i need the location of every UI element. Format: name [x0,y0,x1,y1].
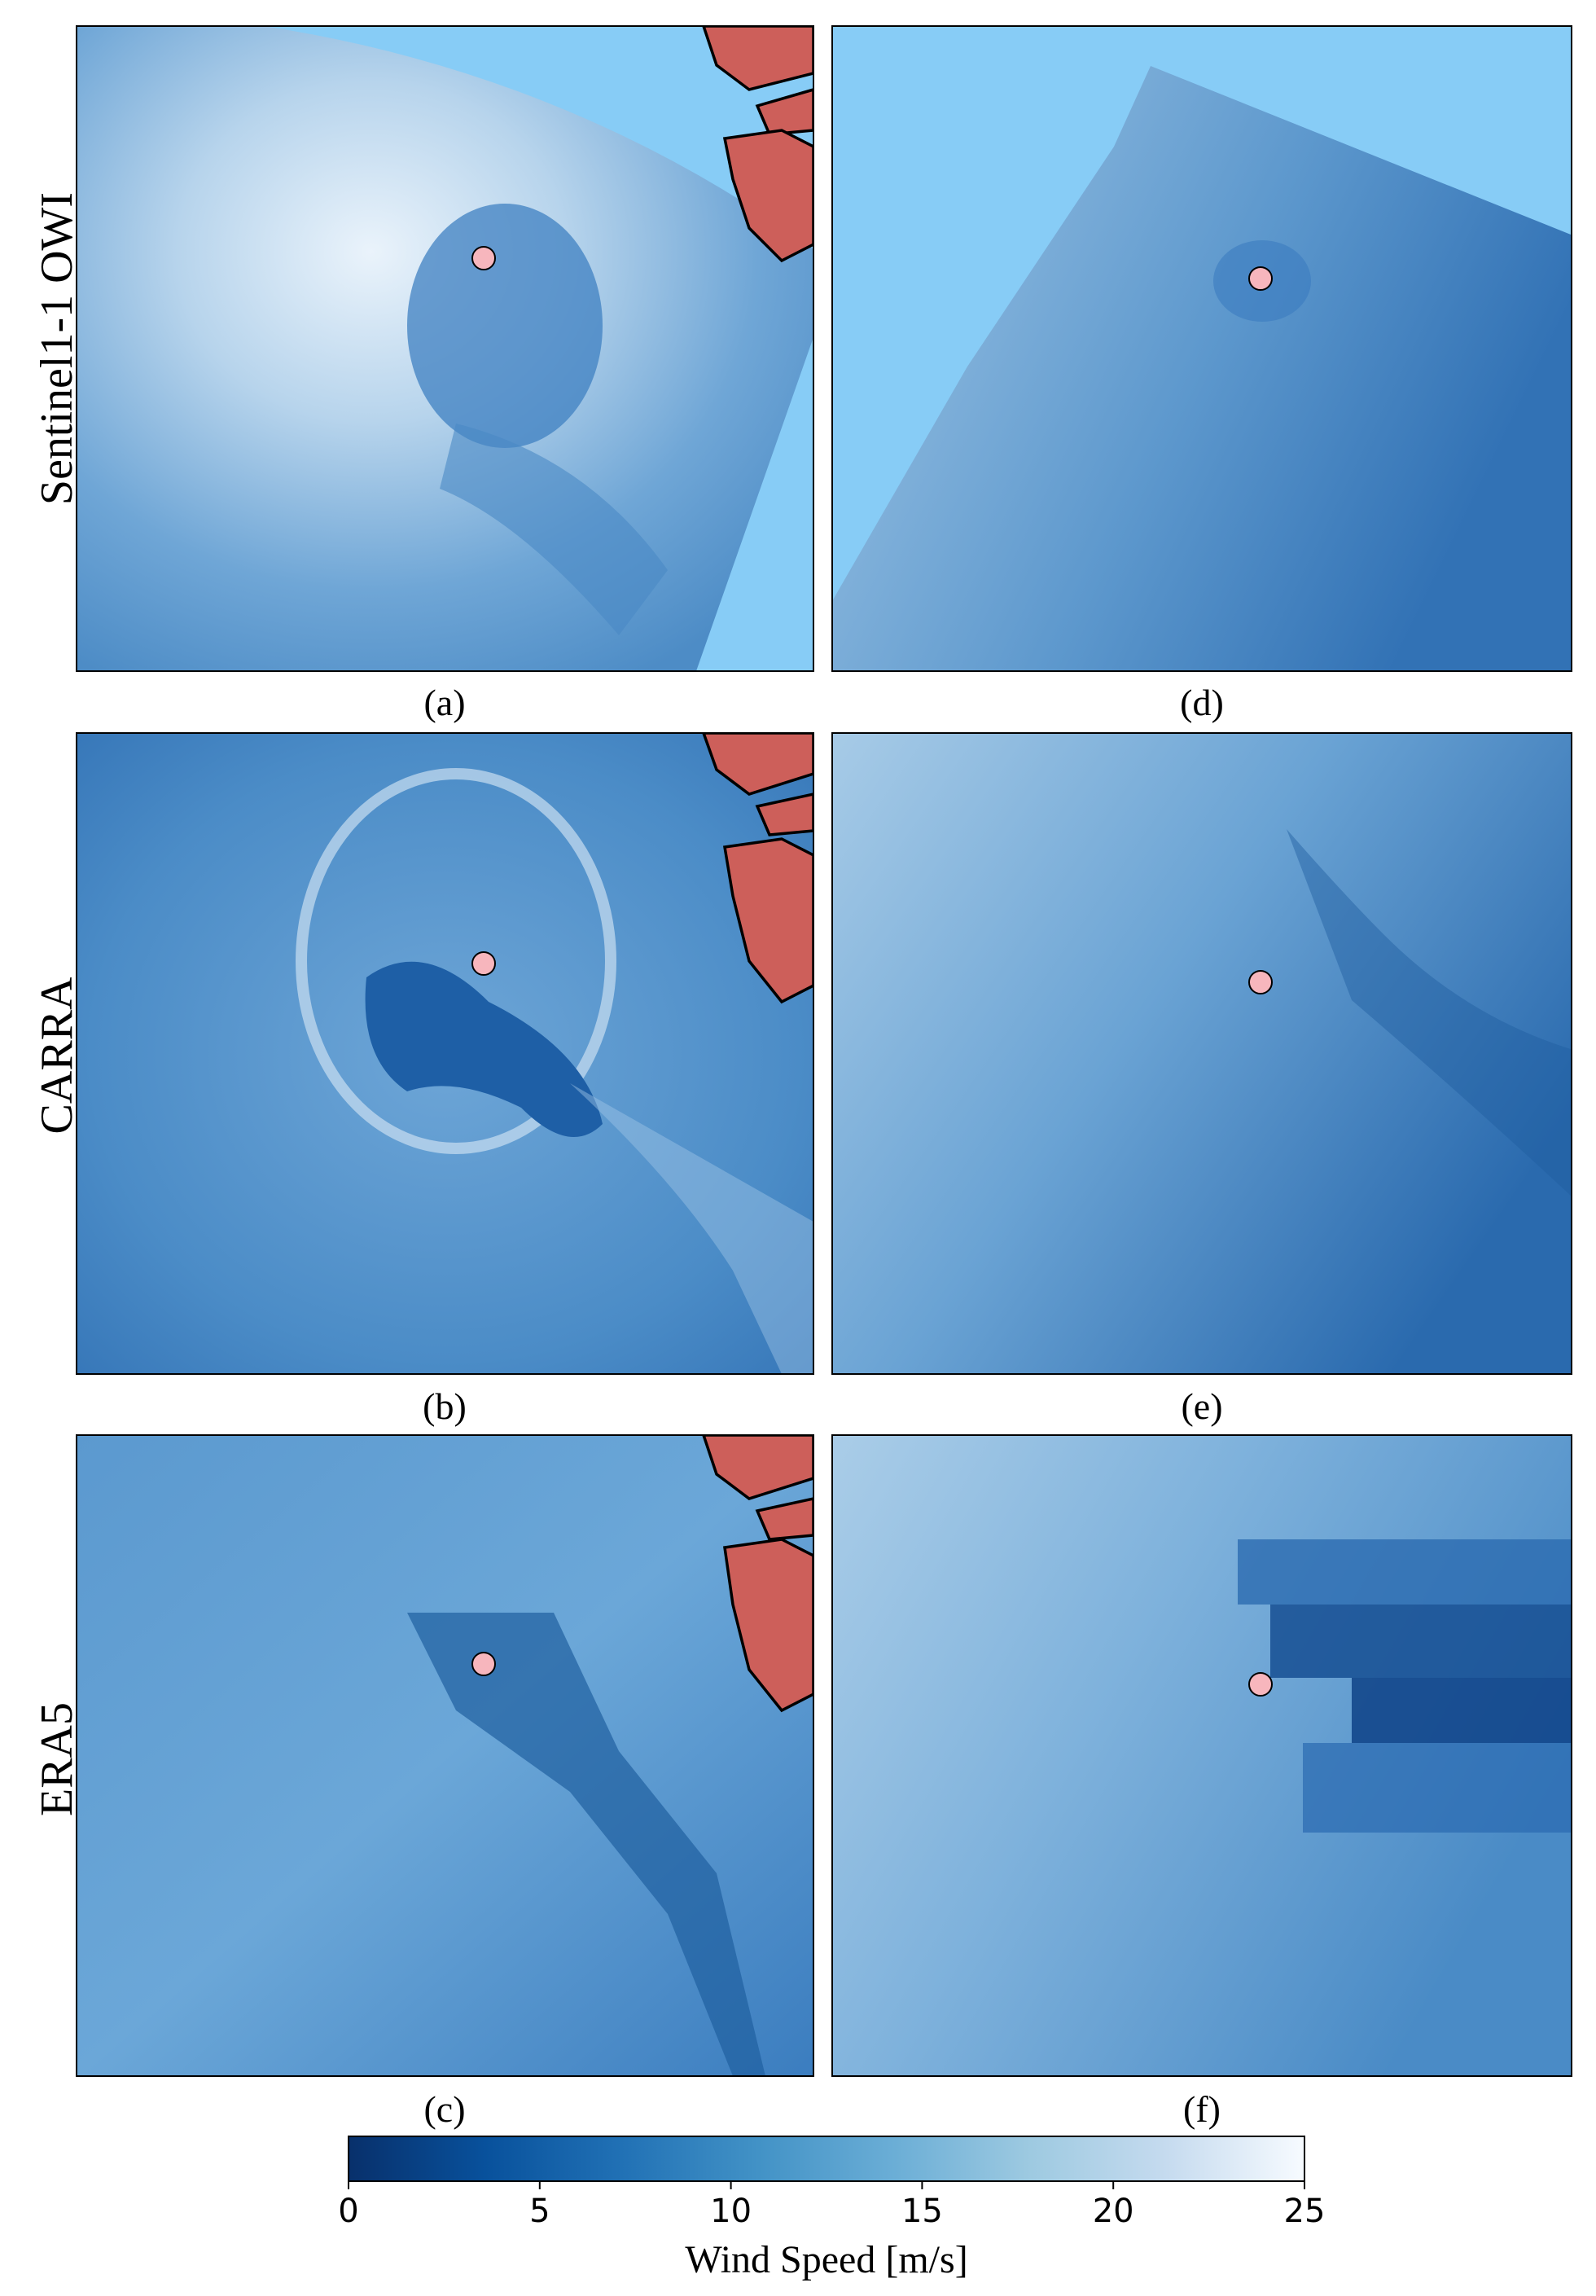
map-e [832,733,1572,1374]
row-label: Sentinel1-1 OWI [32,192,82,505]
tick-label: 15 [901,2193,943,2230]
panel-label: (e) [1181,1385,1222,1427]
map-b [77,733,813,1374]
tick-label: 20 [1093,2193,1134,2230]
map-f [832,1435,1572,2076]
tick-label: 10 [710,2193,752,2230]
map-c [77,1435,813,2076]
colorbar [348,2136,1305,2182]
panel-label: (c) [423,2088,465,2130]
map-d [832,26,1572,671]
tick-label: 5 [529,2193,550,2230]
row-label: CARRA [32,977,82,1134]
panel-label: (a) [423,682,465,723]
panel-label: (d) [1180,682,1224,723]
tick-label: 0 [338,2193,358,2230]
colorbar-label: Wind Speed [m/s] [685,2238,967,2281]
panel-label: (b) [423,1385,467,1427]
row-label: ERA5 [32,1702,82,1816]
panel-label: (f) [1183,2088,1221,2130]
tick-label: 25 [1284,2193,1326,2230]
map-a [77,26,813,671]
